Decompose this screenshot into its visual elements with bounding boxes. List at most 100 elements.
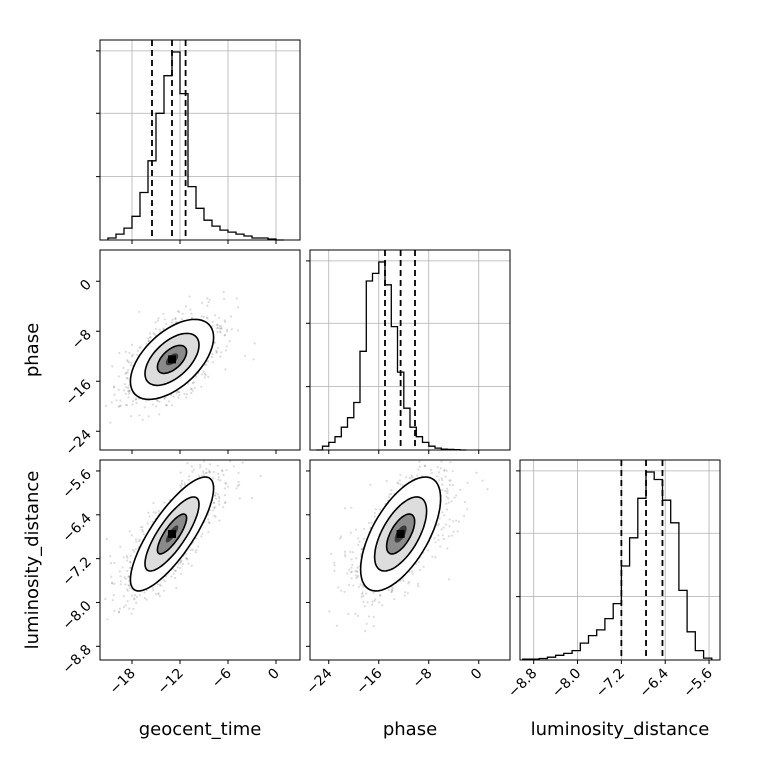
scatter-point <box>444 475 447 478</box>
scatter-point <box>427 549 430 552</box>
scatter-point <box>253 342 256 345</box>
scatter-point <box>130 355 134 358</box>
scatter-point <box>436 465 439 468</box>
scatter-point <box>119 580 122 583</box>
scatter-point <box>179 484 182 487</box>
scatter-point <box>123 383 126 386</box>
scatter-point <box>206 297 209 300</box>
scatter-point <box>378 508 382 511</box>
scatter-point <box>213 501 216 504</box>
histogram-frame-luminosity_distance <box>519 459 721 661</box>
scatter-point <box>174 569 177 573</box>
scatter-point <box>187 562 190 565</box>
scatter-point <box>145 342 148 345</box>
scatter-point <box>190 391 193 395</box>
scatter-point <box>259 475 262 478</box>
scatter-point <box>240 453 242 455</box>
pair-geocent_time-xtick-label: −12 <box>155 666 187 698</box>
scatter-point <box>456 456 458 458</box>
scatter-point <box>141 530 145 533</box>
scatter-point <box>141 418 144 421</box>
scatter-point <box>198 475 201 478</box>
scatter-point <box>333 569 336 572</box>
scatter-point <box>125 588 129 591</box>
scatter-point <box>201 373 204 376</box>
scatter-point <box>223 501 226 505</box>
scatter-point <box>222 473 225 476</box>
scatter-point <box>154 321 157 324</box>
scatter-point <box>228 340 231 343</box>
scatter-point <box>191 548 194 552</box>
scatter-point <box>215 324 218 327</box>
scatter-point <box>131 594 134 597</box>
density-frame-geocent_time-luminosity_distance <box>99 459 301 661</box>
scatter-point <box>387 495 390 499</box>
scatter-point <box>180 559 183 562</box>
scatter-point <box>134 397 138 401</box>
scatter-point <box>136 353 139 356</box>
scatter-point <box>119 404 122 407</box>
scatter-point <box>416 474 419 477</box>
scatter-point <box>235 297 238 300</box>
scatter-point <box>121 566 124 569</box>
scatter-point <box>459 488 462 491</box>
scatter-point <box>241 461 244 464</box>
scatter-point <box>191 470 194 473</box>
scatter-point <box>171 318 174 321</box>
scatter-point <box>204 373 207 376</box>
scatter-point <box>155 405 158 408</box>
scatter-point <box>147 337 150 340</box>
scatter-point <box>132 607 135 611</box>
scatter-point <box>369 483 372 486</box>
scatter-point <box>373 515 376 518</box>
scatter-point <box>187 382 190 385</box>
scatter-point <box>128 607 131 610</box>
scatter-point <box>252 358 255 361</box>
x-axis-label-luminosity-distance: luminosity_distance <box>531 719 710 740</box>
scatter-point <box>126 404 129 407</box>
scatter-point <box>157 509 160 513</box>
scatter-point <box>333 561 336 564</box>
scatter-point <box>216 493 219 496</box>
scatter-point <box>212 470 215 474</box>
scatter-point <box>152 332 155 335</box>
scatter-point <box>449 479 452 482</box>
scatter-point <box>117 388 120 391</box>
scatter-point <box>441 478 444 482</box>
scatter-point <box>360 548 363 551</box>
scatter-point <box>410 476 413 479</box>
scatter-point <box>126 569 129 572</box>
scatter-point <box>135 401 138 405</box>
density-content <box>104 290 256 424</box>
scatter-point <box>403 594 406 597</box>
scatter-point <box>363 527 366 530</box>
scatter-point <box>177 310 180 313</box>
scatter-point <box>165 404 168 407</box>
pair-phase-ytick-label: 0 <box>77 277 95 295</box>
scatter-point <box>194 551 197 554</box>
scatter-point <box>230 328 233 331</box>
scatter-point <box>237 329 240 332</box>
scatter-point <box>146 522 149 525</box>
scatter-point <box>434 541 437 544</box>
scatter-point <box>126 360 130 363</box>
scatter-point <box>117 610 120 613</box>
scatter-point <box>215 351 218 354</box>
pair-phase-xtick-label: −24 <box>303 665 335 697</box>
scatter-point <box>147 339 150 342</box>
scatter-point <box>201 301 204 304</box>
scatter-point <box>356 575 359 579</box>
scatter-point <box>213 314 217 317</box>
density-content <box>328 444 489 633</box>
pair-phase-ytick-label: −24 <box>63 427 95 459</box>
scatter-point <box>454 444 456 446</box>
scatter-point <box>463 514 466 518</box>
scatter-point <box>238 497 241 500</box>
scatter-point <box>355 557 358 560</box>
scatter-point <box>126 371 129 374</box>
scatter-point <box>124 403 127 406</box>
scatter-point <box>199 466 202 469</box>
scatter-point <box>122 556 125 559</box>
scatter-point <box>337 586 340 589</box>
scatter-point <box>122 366 125 369</box>
